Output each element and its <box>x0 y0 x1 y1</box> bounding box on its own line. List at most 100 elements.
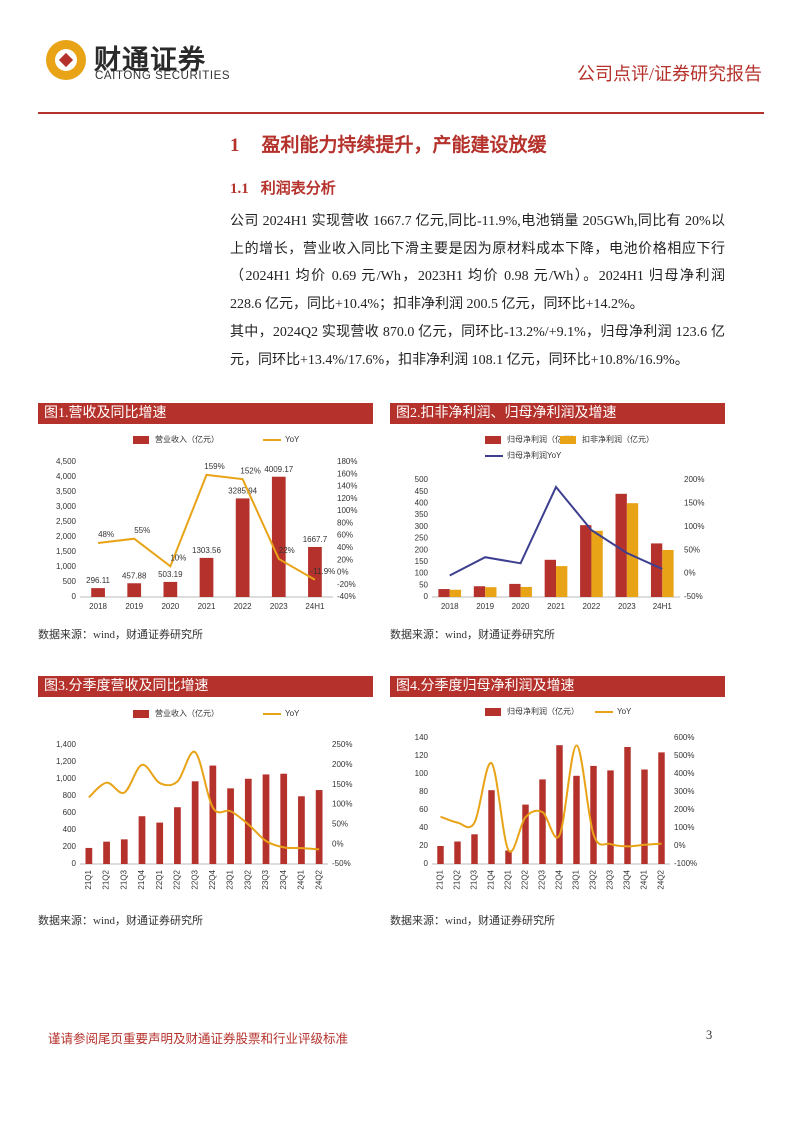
legend-swatch <box>133 710 149 718</box>
chart: 0 200 400 600 800 1,000 1,200 1,400 -50% 0% 50% 100… <box>56 708 353 889</box>
tick-label: 400 <box>415 499 429 508</box>
footer-disclaimer: 谨请参阅尾页重要声明及财通证券股票和行业评级标准 <box>48 1032 349 1046</box>
bar <box>280 773 288 864</box>
x-tick-label: 23Q1 <box>226 869 235 889</box>
tick-label: 60% <box>337 531 353 540</box>
x-tick-label: 24Q1 <box>640 869 649 889</box>
tick-label: 2,000 <box>56 532 77 541</box>
x-tick-label: 21Q3 <box>119 869 128 889</box>
x-tick-label: 24Q2 <box>657 869 666 889</box>
bar <box>437 846 444 864</box>
tick-label: 120 <box>415 751 429 760</box>
legend-swatch <box>133 436 149 444</box>
page-number: 3 <box>706 1028 713 1042</box>
x-tick-label: 22Q4 <box>208 869 217 889</box>
bar <box>471 834 478 864</box>
x-tick-label: 23Q3 <box>606 869 615 889</box>
x-tick-label: 2022 <box>234 602 252 611</box>
tick-label: 1,000 <box>56 562 77 571</box>
data-label: 159% <box>204 462 224 471</box>
bar <box>438 589 450 597</box>
tick-label: 0 <box>424 592 429 601</box>
tick-label: 2,500 <box>56 517 77 526</box>
bar <box>199 557 214 597</box>
tick-label: 100 <box>415 569 429 578</box>
bar <box>544 559 556 597</box>
bar <box>91 588 105 597</box>
bar <box>85 847 93 864</box>
tick-label: -50% <box>332 859 351 868</box>
tick-label: 150 <box>415 557 429 566</box>
tick-label: 0 <box>72 592 77 601</box>
legend-label: 营业收入（亿元） <box>155 708 219 718</box>
data-label: -11.9% <box>311 567 336 576</box>
x-tick-label: 23Q4 <box>623 869 632 889</box>
x-tick-label: 2023 <box>270 602 288 611</box>
logo-icon <box>46 40 86 80</box>
data-label: 503.19 <box>158 570 183 579</box>
tick-label: 150% <box>684 499 704 508</box>
bar <box>650 543 663 597</box>
tick-label: 20% <box>337 555 353 564</box>
bar <box>103 841 110 864</box>
tick-label: 500% <box>674 751 694 760</box>
line <box>88 750 320 851</box>
figure-title: 图4.分季度归母净利润及增速 <box>390 676 725 697</box>
bar <box>120 839 128 864</box>
tick-label: 160% <box>337 469 357 478</box>
bar <box>539 779 546 864</box>
tick-label: 0 <box>424 859 429 868</box>
tick-label: 1,400 <box>56 740 77 749</box>
bar <box>662 549 674 597</box>
subsection-heading: 1.1 利润表分析 <box>230 177 348 198</box>
figure-title: 图2.扣非净利润、归母净利润及增速 <box>390 403 725 424</box>
legend-swatch <box>485 436 501 444</box>
bar <box>641 769 648 864</box>
tick-label: 300 <box>415 522 429 531</box>
data-label: 457.88 <box>122 571 147 580</box>
bar <box>473 586 486 597</box>
legend-swatch <box>560 436 576 444</box>
tick-label: 4,500 <box>56 457 77 466</box>
tick-label: 500 <box>415 475 429 484</box>
x-tick-label: 2018 <box>89 602 107 611</box>
tick-label: -20% <box>337 580 356 589</box>
subsection-number: 1.1 <box>230 181 249 197</box>
x-tick-label: 22Q4 <box>555 869 564 889</box>
bar <box>308 546 322 597</box>
legend-label: 归母净利润（亿元） <box>507 434 579 444</box>
tick-label: 60 <box>419 805 428 814</box>
line <box>449 485 663 577</box>
data-label: 1303.56 <box>192 546 221 555</box>
data-label: 4009.17 <box>264 465 293 474</box>
bar <box>262 774 270 864</box>
tick-label: 100% <box>337 506 357 515</box>
bar <box>127 583 142 597</box>
data-label: 10% <box>170 553 186 562</box>
tick-label: 4,000 <box>56 472 77 481</box>
report-type: 公司点评/证券研究报告 <box>577 64 762 84</box>
tick-label: 120% <box>337 494 357 503</box>
bar <box>227 788 234 864</box>
bar <box>138 816 146 864</box>
bar <box>509 583 521 597</box>
tick-label: 3,000 <box>56 502 77 511</box>
tick-label: 40 <box>419 823 428 832</box>
tick-label: 80 <box>419 787 428 796</box>
x-tick-label: 2021 <box>547 602 565 611</box>
bar <box>556 745 563 864</box>
tick-label: 200% <box>684 475 704 484</box>
tick-label: 450 <box>415 487 429 496</box>
figure-source: 数据来源：wind，财通证券研究所 <box>38 915 203 927</box>
x-tick-label: 22Q1 <box>504 869 513 889</box>
bar <box>590 765 597 864</box>
x-tick-label: 2023 <box>618 602 636 611</box>
bar <box>488 790 495 864</box>
data-label: 3285.94 <box>228 487 257 496</box>
tick-label: 400 <box>63 825 77 834</box>
tick-label: 140% <box>337 482 357 491</box>
bar <box>658 752 665 864</box>
legend-label: YoY <box>285 709 300 718</box>
bar <box>244 778 252 864</box>
